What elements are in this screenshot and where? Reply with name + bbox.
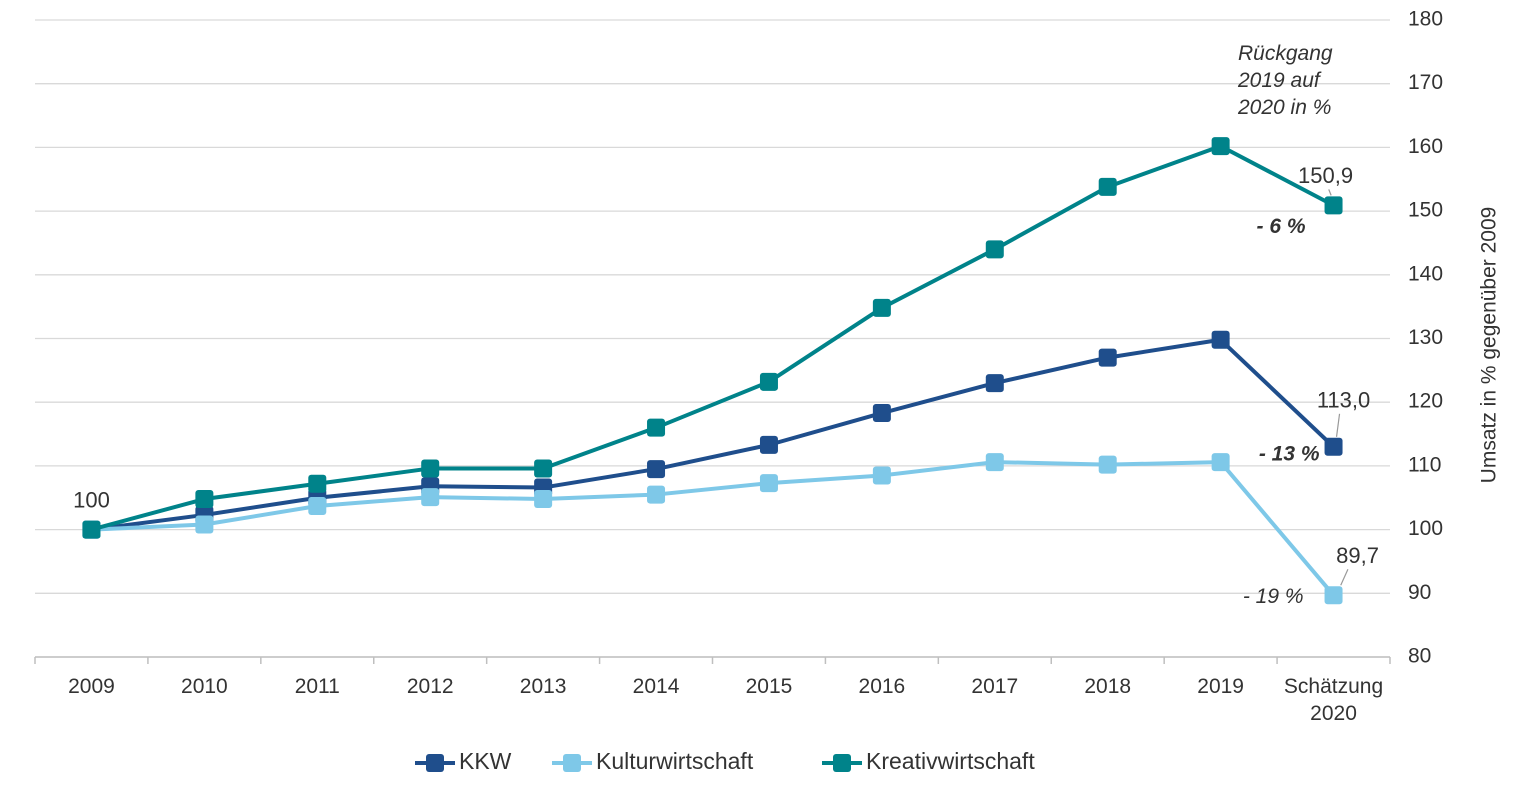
x-tick-label: 2014 [632,675,680,698]
line [91,460,1336,597]
leader-line [1340,568,1349,586]
legend-label: Kreativwirtschaft [866,748,1035,774]
leader-line [1335,413,1341,437]
marker [1324,196,1343,215]
marker [985,240,1004,259]
marker [308,497,327,516]
y-tick-label: 80 [1408,645,1431,668]
marker [1211,137,1230,156]
marker [1324,586,1343,605]
marker [647,485,666,504]
marker [195,490,214,509]
marker [759,474,778,493]
x-tick-label: 2017 [971,675,1019,698]
y-tick-label: 140 [1408,262,1443,285]
x-tick-label: 2011 [294,675,340,698]
marker [872,298,891,317]
marker [759,372,778,391]
legend-marker [563,754,581,772]
marker [985,374,1004,393]
marker [872,404,891,423]
change-label: - 6 % [1257,215,1306,238]
x-tick-label: 2012 [406,675,454,698]
marker [1098,348,1117,367]
x-tick-label: 2013 [519,675,567,698]
y-tick-label: 110 [1408,453,1441,476]
y-tick-label: 100 [1408,517,1443,540]
marker [534,490,553,509]
marker [759,435,778,454]
data-label: 100 [73,487,110,512]
y-tick-label: 130 [1408,326,1443,349]
change-label: - 13 % [1259,442,1320,465]
marker [1211,330,1230,349]
y-tick-label: 90 [1408,581,1431,604]
marker [647,460,666,479]
line [90,144,1335,532]
y-tick-label: 150 [1408,199,1443,222]
y-tick-label: 180 [1408,8,1443,31]
y-tick-label: 160 [1408,135,1443,158]
data-label: 89,7 [1336,543,1379,568]
line [91,337,1335,532]
x-tick-label: 2015 [745,675,793,698]
y-tick-label: 170 [1408,71,1443,94]
marker [985,453,1004,472]
data-label: 150,9 [1298,163,1353,188]
marker [1098,455,1117,474]
legend-label: Kulturwirtschaft [596,748,754,774]
marker [195,515,214,534]
marker [534,459,553,478]
annotation: Rückgang 2019 auf 2020 in % [1238,42,1333,119]
x-tick-label: 2010 [181,675,228,698]
marker [421,488,440,507]
marker [1211,453,1230,472]
marker [421,459,440,478]
marker [308,474,327,493]
x-tick-label: 2009 [68,675,115,698]
marker [647,418,666,437]
x-tick-label: Schätzung 2020 [1283,675,1384,725]
legend-marker [833,754,851,772]
x-tick-label: 2019 [1197,675,1244,698]
y-tick-label: 120 [1408,390,1443,413]
change-label: - 19 % [1243,585,1304,608]
legend-marker [426,754,444,772]
x-tick-label: 2018 [1084,675,1132,698]
data-label: 113,0 [1317,388,1370,413]
marker [82,520,101,539]
legend-label: KKW [459,748,512,774]
y-axis-label: Umsatz in % gegenüber 2009 [1478,207,1501,484]
leader-line [1328,189,1332,196]
marker [1324,437,1343,456]
marker [1098,177,1117,196]
x-tick-label: 2016 [858,675,906,698]
marker [872,466,891,485]
